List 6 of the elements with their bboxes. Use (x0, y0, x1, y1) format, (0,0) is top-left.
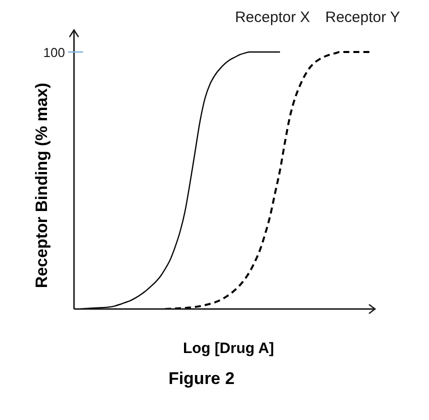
y-axis-title: Receptor Binding (% max) (33, 82, 51, 288)
x-axis-title: Log [Drug A] (182, 340, 274, 357)
text: 100 (43, 44, 65, 60)
caption: Figure 2 (168, 369, 235, 388)
series-label: Receptor Y (325, 9, 400, 26)
series-label: Receptor X (234, 9, 310, 26)
